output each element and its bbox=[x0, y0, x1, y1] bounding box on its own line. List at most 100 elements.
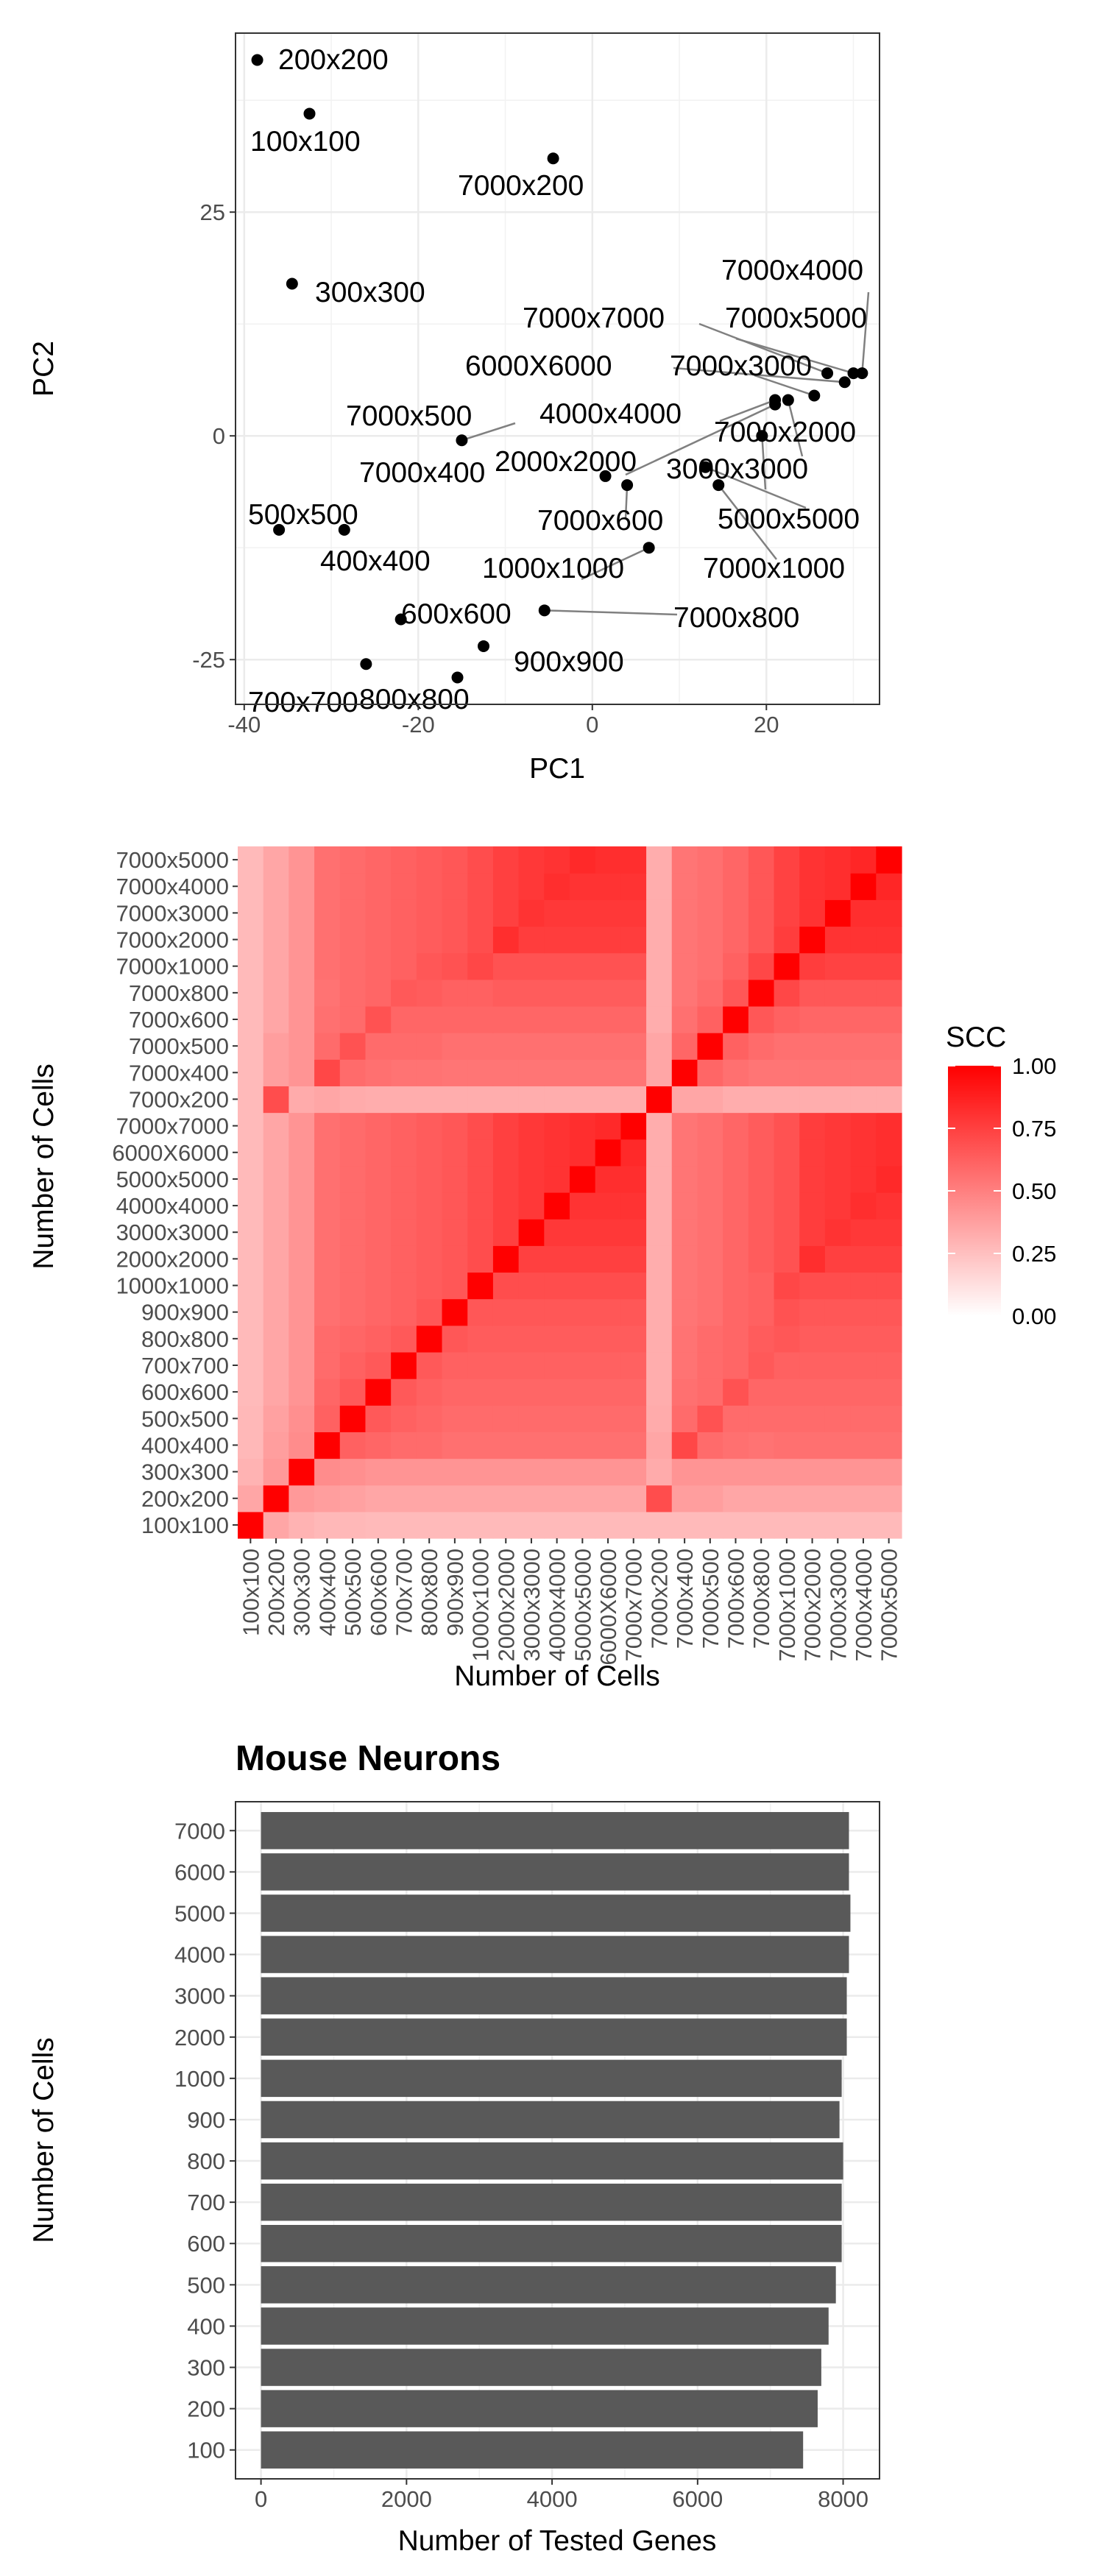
heatmap-cell bbox=[824, 1059, 852, 1086]
heatmap-cell bbox=[876, 1511, 902, 1539]
heatmap-cell bbox=[416, 1298, 443, 1326]
heatmap-cell bbox=[467, 1192, 494, 1220]
heatmap-cell bbox=[799, 1272, 826, 1300]
leader-line bbox=[719, 399, 776, 422]
heatmap-cell bbox=[442, 926, 468, 954]
point-100x100 bbox=[303, 107, 316, 120]
bar-y-tick-label: 1000 bbox=[174, 2066, 225, 2092]
heatmap-cell bbox=[799, 1379, 826, 1406]
heatmap-cell bbox=[391, 952, 417, 980]
heatmap-cell bbox=[774, 926, 800, 954]
heatmap-cell bbox=[723, 1219, 749, 1246]
heatmap-cell bbox=[723, 1432, 749, 1459]
heatmap-cell bbox=[748, 1139, 775, 1167]
heatmap-cell bbox=[748, 1245, 775, 1273]
heatmap-cell bbox=[671, 1112, 698, 1140]
heatmap-cell bbox=[416, 1272, 443, 1300]
heatmap-cell bbox=[799, 1485, 826, 1512]
point-label-6000x6000: 6000X6000 bbox=[465, 350, 612, 382]
heatmap-cell bbox=[620, 1351, 647, 1379]
point-3000x3000 bbox=[756, 430, 768, 442]
heatmap-cell bbox=[697, 1112, 723, 1140]
heatmap-cell bbox=[774, 1192, 800, 1220]
heatmap-cell bbox=[391, 1351, 417, 1379]
heatmap-cell bbox=[850, 1458, 877, 1486]
heatmap-cell bbox=[391, 1379, 417, 1406]
heatmap-cell bbox=[518, 1245, 545, 1273]
point-label-7000x800: 7000x800 bbox=[673, 602, 799, 634]
heatmap-cell bbox=[314, 899, 341, 927]
heatmap-cell bbox=[289, 1405, 315, 1432]
leader-line bbox=[861, 291, 870, 374]
point-700x700 bbox=[360, 658, 372, 670]
heatmap-cell bbox=[646, 1298, 673, 1326]
heatmap-cell bbox=[748, 1458, 775, 1486]
point-label-3000x3000: 3000x3000 bbox=[666, 453, 808, 485]
heatmap-cell bbox=[238, 1511, 264, 1539]
heatmap-cell bbox=[646, 1139, 673, 1167]
leader-line bbox=[461, 422, 516, 442]
heatmap-cell bbox=[850, 1272, 877, 1300]
heatmap-cell bbox=[748, 1112, 775, 1140]
heatmap-cell bbox=[467, 1005, 494, 1033]
heatmap-cell bbox=[671, 1458, 698, 1486]
heatmap-cell bbox=[442, 1086, 468, 1114]
heatmap-x-tick-label: 7000x600 bbox=[723, 1549, 749, 1649]
heatmap-cell bbox=[289, 1298, 315, 1326]
heatmap-cell bbox=[620, 1298, 647, 1326]
heatmap-cell bbox=[646, 899, 673, 927]
heatmap-cell bbox=[238, 1086, 264, 1114]
heatmap-cell bbox=[544, 926, 570, 954]
heatmap-cell bbox=[595, 1379, 621, 1406]
heatmap-y-tick-label: 7000x4000 bbox=[116, 874, 229, 899]
heatmap-cell bbox=[263, 1059, 289, 1086]
heatmap-cell bbox=[467, 1033, 494, 1060]
heatmap-cell bbox=[697, 1086, 723, 1114]
heatmap-cell bbox=[646, 926, 673, 954]
heatmap-cell bbox=[646, 952, 673, 980]
point-label-500x500: 500x500 bbox=[248, 499, 358, 531]
heatmap-cell bbox=[518, 1033, 545, 1060]
heatmap-y-tick-label: 600x600 bbox=[141, 1379, 229, 1405]
pca-gridlines bbox=[236, 33, 880, 704]
heatmap-cell bbox=[492, 1298, 520, 1326]
heatmap-y-axis-title: Number of Cells bbox=[28, 1064, 60, 1270]
leader-line bbox=[735, 337, 854, 375]
pca-y-axis-title: PC2 bbox=[28, 341, 60, 397]
heatmap-cell bbox=[518, 1432, 545, 1459]
heatmap-cell bbox=[442, 1219, 468, 1246]
heatmap-cell bbox=[467, 1245, 494, 1273]
heatmap-cell bbox=[824, 899, 852, 927]
heatmap-cell bbox=[774, 1325, 800, 1353]
leader-line bbox=[673, 367, 845, 383]
heatmap-cell bbox=[365, 1298, 392, 1326]
heatmap-cell bbox=[365, 1272, 392, 1300]
heatmap-cell bbox=[570, 1325, 596, 1353]
heatmap-cell bbox=[391, 1485, 417, 1512]
heatmap-cell bbox=[544, 1458, 570, 1486]
heatmap-cell bbox=[824, 1432, 852, 1459]
heatmap-cell bbox=[544, 1192, 570, 1220]
point-label-600x600: 600x600 bbox=[401, 598, 512, 630]
heatmap-cell bbox=[442, 1351, 468, 1379]
heatmap-cell bbox=[620, 1005, 647, 1033]
heatmap-cell bbox=[339, 979, 367, 1007]
heatmap-cell bbox=[416, 1458, 443, 1486]
heatmap-cell bbox=[850, 979, 877, 1007]
heatmap-cell bbox=[748, 1192, 775, 1220]
heatmap-cell bbox=[365, 1325, 392, 1353]
heatmap-cell bbox=[314, 1139, 341, 1167]
heatmap-cell bbox=[544, 873, 570, 900]
heatmap-cell bbox=[748, 1511, 775, 1539]
heatmap-cell bbox=[416, 1192, 443, 1220]
heatmap-cell bbox=[570, 1405, 596, 1432]
heatmap-cell bbox=[570, 1432, 596, 1459]
heatmap-cell bbox=[391, 1086, 417, 1114]
heatmap-cell bbox=[314, 1005, 341, 1033]
heatmap-cell bbox=[595, 1458, 621, 1486]
heatmap-cell bbox=[289, 1112, 315, 1140]
heatmap-cell bbox=[314, 979, 341, 1007]
heatmap-cell bbox=[748, 873, 775, 900]
heatmap-cell bbox=[416, 1219, 443, 1246]
heatmap-cell bbox=[671, 1485, 698, 1512]
